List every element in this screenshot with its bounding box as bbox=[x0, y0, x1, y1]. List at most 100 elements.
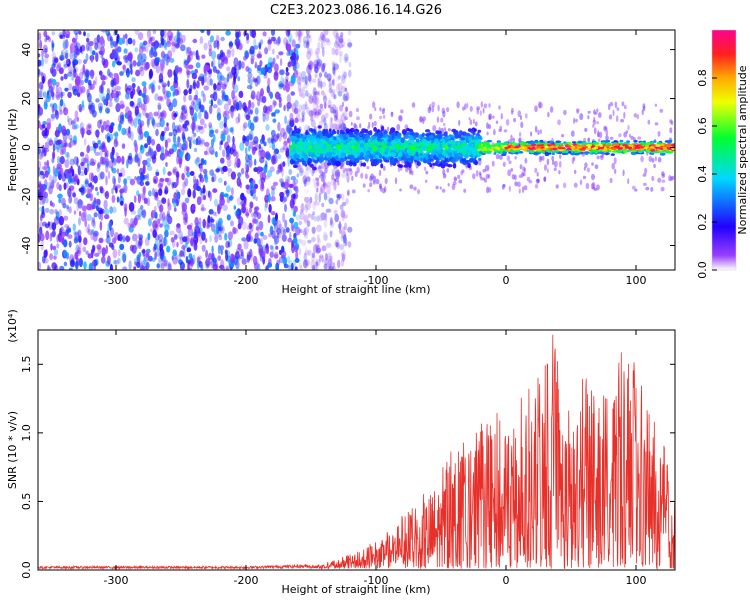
spectrogram-cell bbox=[213, 66, 217, 72]
spectrogram-cell bbox=[300, 118, 304, 123]
spectrogram-cell bbox=[139, 262, 144, 270]
spectrogram-cell bbox=[304, 75, 308, 86]
spectrogram-cell bbox=[177, 142, 182, 148]
spectrogram-cell bbox=[328, 266, 334, 270]
spectrogram-cell bbox=[313, 59, 319, 69]
spectrogram-cell bbox=[105, 158, 110, 167]
spectrogram-cell bbox=[68, 240, 72, 248]
spectrogram-cell bbox=[329, 120, 333, 130]
spectrogram-cell bbox=[318, 174, 325, 179]
spectrogram-cell bbox=[208, 209, 214, 215]
spectrogram-cell bbox=[131, 83, 136, 89]
spectrogram-cell bbox=[90, 69, 95, 80]
spectrogram-cell bbox=[442, 161, 446, 165]
spectrogram-cell bbox=[280, 127, 286, 138]
spectrogram-cell bbox=[313, 159, 319, 164]
spectrogram-cell bbox=[80, 127, 86, 136]
spectrogram-cell bbox=[381, 109, 385, 115]
spectrogram-cell bbox=[491, 160, 495, 167]
spectrogram-cell bbox=[201, 54, 206, 59]
spectrogram-cell bbox=[106, 109, 110, 114]
spectrogram-cell bbox=[86, 145, 90, 154]
spectrogram-cell bbox=[281, 167, 284, 177]
spectrogram-cell bbox=[240, 200, 246, 207]
spectrogram-cell bbox=[111, 48, 116, 58]
spectrogram-cell bbox=[78, 210, 82, 217]
spectrogram-cell bbox=[562, 182, 567, 189]
spectrogram-cell bbox=[119, 114, 125, 125]
spectrogram-cell bbox=[289, 231, 292, 240]
spectrogram-cell bbox=[625, 130, 629, 134]
spectrogram-cell bbox=[125, 106, 130, 116]
spectrogram-cell bbox=[299, 170, 304, 176]
spectrogram-cell bbox=[324, 160, 329, 169]
spectrogram-cell bbox=[244, 50, 249, 58]
spectrogram-cell bbox=[456, 101, 460, 109]
spectrogram-cell bbox=[54, 110, 59, 116]
spectrogram-cell bbox=[517, 110, 522, 118]
spectrogram-cell bbox=[223, 77, 228, 88]
spectrogram-cell bbox=[45, 250, 48, 257]
spectrogram-cell bbox=[198, 76, 203, 82]
spectrogram-cell bbox=[321, 90, 325, 96]
spectrogram-cell bbox=[61, 172, 67, 182]
spectrogram-cell bbox=[72, 88, 78, 96]
spectrogram-cell bbox=[321, 245, 327, 252]
spectrogram-cell bbox=[53, 58, 56, 68]
spectrogram-cell bbox=[226, 73, 230, 83]
spectrogram-cell bbox=[240, 167, 245, 175]
spectrogram-cell bbox=[253, 116, 257, 123]
spectrogram-cell bbox=[354, 144, 358, 151]
spectrogram-cell bbox=[297, 82, 302, 92]
spectrogram-cell bbox=[493, 129, 496, 136]
spectrogram-cell bbox=[224, 94, 229, 102]
spectrogram-cell bbox=[220, 249, 223, 256]
spectrogram-cell bbox=[263, 74, 268, 79]
spectrogram-cell bbox=[112, 175, 116, 185]
spectrogram-cell bbox=[138, 134, 142, 141]
spectrogram-cell bbox=[319, 157, 323, 164]
spectrogram-cell bbox=[212, 91, 218, 102]
spectrogram-cell bbox=[462, 149, 467, 155]
spectrogram-cell bbox=[118, 37, 124, 45]
spectrogram-cell bbox=[479, 110, 482, 116]
spectrogram-cell bbox=[409, 134, 413, 140]
spectrogram-cell bbox=[534, 105, 538, 113]
spectrogram-cell bbox=[235, 151, 239, 159]
spectrogram-cell bbox=[591, 162, 594, 166]
spectrogram-cell bbox=[43, 30, 48, 38]
spectrogram-cell bbox=[344, 56, 348, 61]
spectrogram-cell bbox=[324, 38, 330, 43]
spectrogram-cell bbox=[209, 35, 215, 43]
spectrogram-cell bbox=[164, 177, 169, 183]
spectrogram-cell bbox=[362, 162, 366, 167]
spectrogram-cell bbox=[198, 139, 202, 145]
spectrogram-cell bbox=[323, 30, 329, 36]
spectrogram-cell bbox=[425, 179, 428, 183]
spectrogram-cell bbox=[303, 228, 307, 237]
spectrogram-cell bbox=[287, 237, 293, 243]
spectrogram-cell bbox=[573, 117, 576, 124]
spectrogram-cell bbox=[633, 113, 638, 118]
spectrogram-cell bbox=[310, 149, 316, 153]
spectrogram-cell bbox=[257, 50, 262, 58]
spectrogram-cell bbox=[284, 79, 289, 89]
spectrogram-cell bbox=[344, 116, 348, 121]
spectrogram-cell bbox=[105, 124, 111, 132]
spectrogram-cell bbox=[316, 59, 323, 67]
spectrogram-cell bbox=[312, 211, 316, 216]
spectrogram-cell bbox=[297, 71, 302, 81]
spectrogram-cell bbox=[502, 161, 506, 167]
spectrogram-cell bbox=[54, 167, 58, 177]
spectrogram-cell bbox=[530, 131, 533, 137]
spectrogram-cell bbox=[203, 85, 209, 91]
spectrogram-cell bbox=[598, 112, 602, 118]
spectrogram-cell bbox=[292, 183, 297, 191]
spectrogram-cell bbox=[207, 40, 212, 47]
spectrogram-cell bbox=[325, 208, 332, 213]
spectrogram-cell bbox=[110, 122, 115, 127]
spectrogram-cell bbox=[584, 162, 588, 168]
spectrogram-cell bbox=[49, 103, 55, 108]
spectrogram-cell bbox=[50, 243, 53, 251]
spectrogram-cell bbox=[97, 162, 100, 170]
